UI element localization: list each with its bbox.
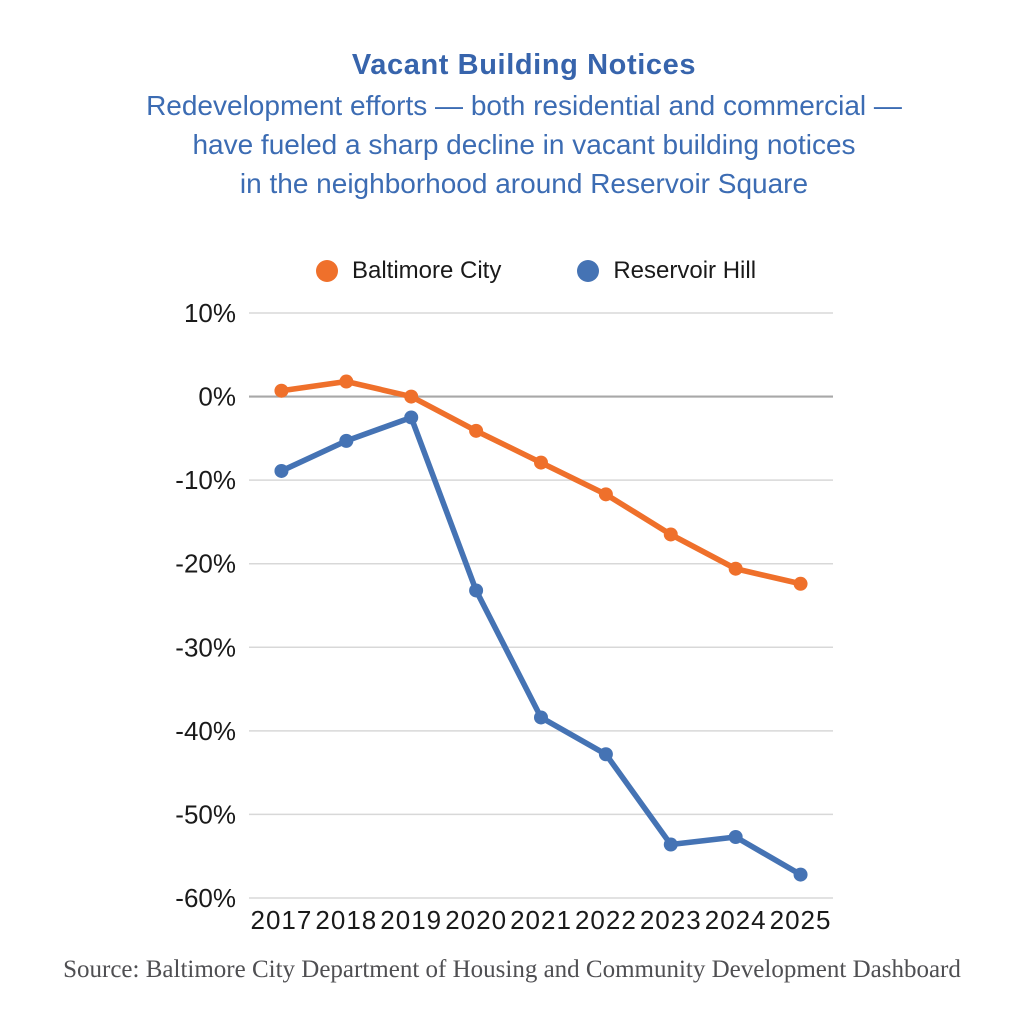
x-tick-label: 2020 <box>445 905 507 935</box>
x-tick-label: 2021 <box>510 905 572 935</box>
data-point <box>469 423 484 438</box>
data-point <box>598 747 613 762</box>
x-tick-label: 2022 <box>575 905 637 935</box>
data-point <box>793 867 808 882</box>
x-tick-label: 2019 <box>380 905 442 935</box>
x-tick-label: 2024 <box>705 905 767 935</box>
data-point <box>793 576 808 591</box>
data-point <box>728 561 743 576</box>
data-point <box>469 583 484 598</box>
legend-item-baltimore-city: Baltimore City <box>315 257 502 285</box>
data-point <box>274 383 289 398</box>
y-tick-label: -50% <box>175 799 236 829</box>
y-tick-label: -20% <box>175 549 236 579</box>
legend-label-baltimore-city: Baltimore City <box>351 257 502 284</box>
data-point <box>598 487 613 502</box>
data-point <box>663 837 678 852</box>
source-caption: Source: Baltimore City Department of Hou… <box>63 956 961 983</box>
data-point <box>339 433 354 448</box>
data-point <box>339 374 354 389</box>
data-point <box>534 455 548 470</box>
x-tick-label: 2025 <box>770 905 832 935</box>
y-tick-label: -30% <box>175 632 236 662</box>
data-point <box>663 527 678 542</box>
legend-label-reservoir-hill: Reservoir Hill <box>613 257 757 284</box>
y-tick-label: 10% <box>184 298 236 328</box>
y-tick-label: 0% <box>198 382 236 412</box>
x-tick-label: 2017 <box>251 905 313 935</box>
subtitle-line-2: have fueled a sharp decline in vacant bu… <box>192 129 856 160</box>
x-tick-label: 2018 <box>315 905 377 935</box>
legend-item-reservoir-hill: Reservoir Hill <box>577 257 756 285</box>
series-line <box>278 378 804 587</box>
y-tick-label: -10% <box>175 465 236 495</box>
series-line <box>278 414 804 878</box>
data-point <box>404 389 419 404</box>
chart-legend: Baltimore City Reservoir Hill <box>24 257 1024 285</box>
x-tick-label: 2023 <box>640 905 702 935</box>
chart-subtitle: Redevelopment efforts — both residential… <box>12 86 1024 203</box>
legend-marker-reservoir-hill-icon <box>577 260 600 282</box>
data-point <box>534 710 548 725</box>
subtitle-line-3: in the neighborhood around Reservoir Squ… <box>239 168 809 199</box>
data-point <box>404 410 419 425</box>
chart-title: Vacant Building Notices <box>351 49 697 81</box>
data-point <box>728 829 743 844</box>
y-tick-label: -60% <box>175 883 236 913</box>
y-tick-label: -40% <box>175 716 236 746</box>
data-point <box>274 463 289 478</box>
subtitle-line-1: Redevelopment efforts — both residential… <box>146 90 902 121</box>
legend-marker-baltimore-city-icon <box>315 260 338 282</box>
